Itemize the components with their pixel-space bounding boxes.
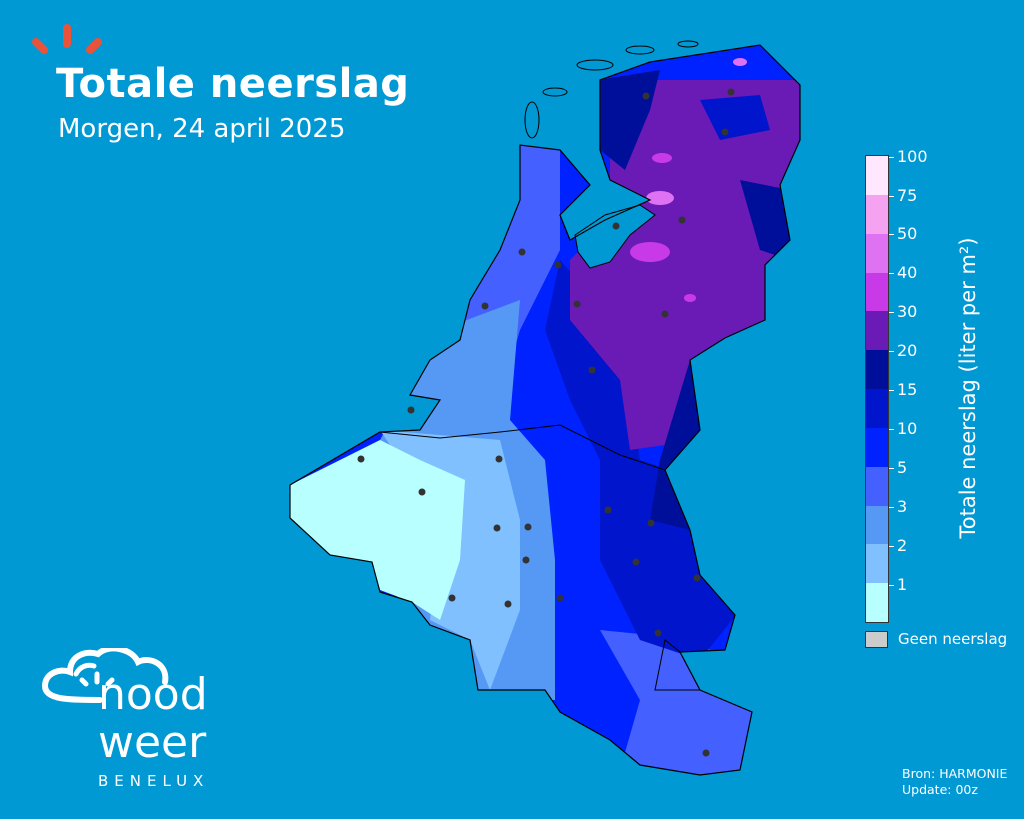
colorbar-bin <box>866 427 888 467</box>
noodweer-logo-cloud-icon <box>41 648 169 703</box>
colorbar-tick: 3 <box>889 499 907 515</box>
colorbar-tick: 50 <box>889 226 917 242</box>
logo-word-weer: weer <box>98 717 207 768</box>
logo-tagline: BENELUX <box>98 772 210 790</box>
colorbar-tick: 15 <box>889 382 917 398</box>
colorbar <box>865 155 889 623</box>
logo-rays-icon <box>32 24 102 54</box>
wadden-islands <box>524 40 699 139</box>
precip-field <box>290 45 800 775</box>
country-border <box>379 424 700 691</box>
colorbar-bin <box>866 389 888 428</box>
source-info: Bron: HARMONIE Update: 00z <box>902 766 1007 798</box>
colorbar-bin <box>866 156 888 195</box>
colorbar-bin <box>866 466 888 506</box>
colorbar-bin <box>866 272 888 312</box>
date-subtitle: Morgen, 24 april 2025 <box>58 114 346 144</box>
colorbar-bin <box>866 311 888 351</box>
colorbar-tick: 30 <box>889 304 917 320</box>
colorbar-bin <box>866 350 888 390</box>
colorbar-tick: 2 <box>889 538 907 554</box>
logo-word-nood: nood <box>98 669 208 720</box>
ijsselmeer-water <box>574 204 656 269</box>
colorbar-bin <box>866 233 888 273</box>
page-title: Totale neerslag <box>56 61 410 107</box>
no-precip-label: Geen neerslag <box>898 630 1008 648</box>
colorbar-tick: 20 <box>889 343 917 359</box>
colorbar-tick: 40 <box>889 265 917 281</box>
colorbar-bin <box>866 544 888 584</box>
source-line: Bron: HARMONIE <box>902 766 1008 781</box>
colorbar-bin <box>866 505 888 545</box>
colorbar-bin <box>866 194 888 234</box>
update-line: Update: 00z <box>902 782 978 797</box>
colorbar-tick: 1 <box>889 577 907 593</box>
colorbar-tick: 5 <box>889 460 907 476</box>
no-precip-swatch <box>865 630 888 648</box>
colorbar-tick: 75 <box>889 188 917 204</box>
colorbar-tick: 10 <box>889 421 917 437</box>
no-precip-legend: Geen neerslag <box>865 630 1007 648</box>
colorbar-tick: 100 <box>889 149 928 165</box>
city-markers <box>357 88 735 757</box>
border-outline <box>289 44 801 776</box>
colorbar-label: Totale neerslag (liter per m²) <box>956 237 980 539</box>
colorbar-bin <box>866 583 888 622</box>
